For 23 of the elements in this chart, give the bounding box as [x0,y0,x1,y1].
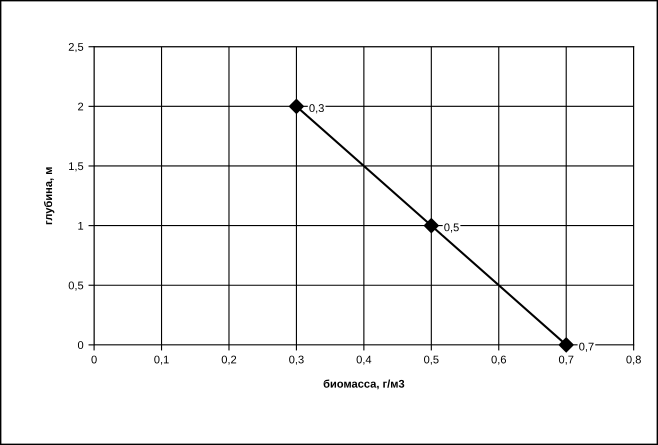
point [288,98,304,114]
x-tick-label: 0,5 [424,356,439,365]
y-tick-label: 0,5 [68,282,84,291]
x-tick-label: 0,4 [356,356,372,365]
y-tick-label: 2,5 [68,42,84,52]
x-tick-label: 0,1 [154,356,169,365]
point [558,337,574,352]
y-tick-label: 2 [78,102,84,110]
x-tick-label: 0,3 [289,356,304,365]
x-tick-label: 0 [91,356,97,364]
y-tick-label: 0 [78,341,84,350]
point [424,218,439,234]
x-tick-label: 0,7 [558,356,574,365]
y-axis-title: глубина, м [44,167,54,224]
x-tick-label: 0,6 [491,356,506,365]
annotation: 0,7 [579,342,594,352]
x-tick-label: 0,2 [222,356,236,365]
x-axis-title: биомасса, г/м3 [324,379,404,390]
annotation: 0,3 [309,104,324,114]
x-tick-label: 0,8 [626,356,641,365]
annotation: 0,5 [444,223,459,233]
y-tick-label: 1 [78,222,84,230]
y-tick-label: 1,5 [69,162,84,172]
